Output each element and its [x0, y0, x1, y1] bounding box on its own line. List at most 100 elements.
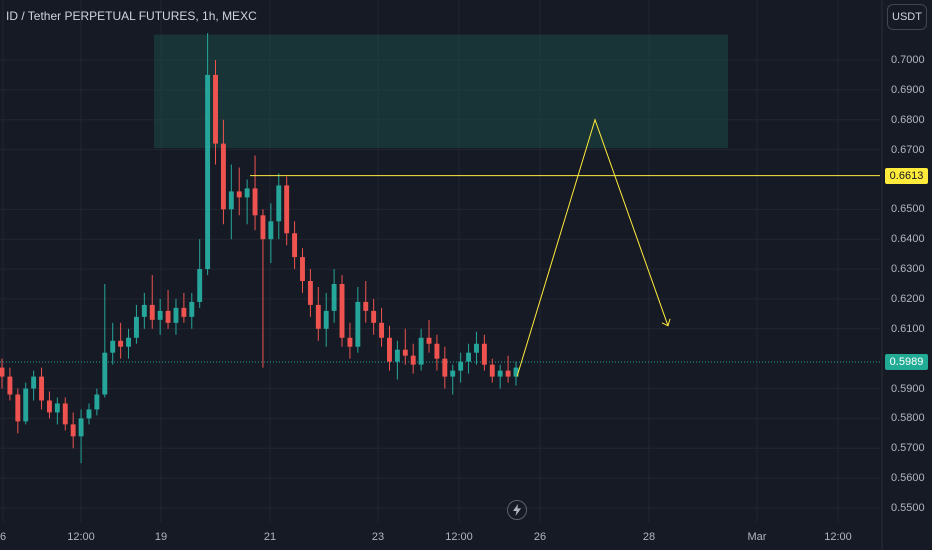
candle-body [228, 191, 234, 210]
candle-body [118, 340, 124, 347]
candle-body [497, 370, 503, 377]
candle-body [213, 74, 218, 144]
candle-body [379, 322, 385, 338]
candle-body [284, 185, 290, 234]
candle-body [331, 284, 337, 311]
candle-body [268, 221, 274, 240]
candle-body [260, 215, 266, 240]
candle-body [141, 304, 147, 317]
candle-body [307, 281, 313, 305]
candle-body [323, 310, 329, 329]
candle-body [418, 337, 424, 365]
candle-body [78, 418, 84, 437]
candle-body [276, 185, 282, 222]
time-tick-label: 19 [154, 531, 168, 543]
candle-body [236, 191, 242, 198]
candle-body [315, 304, 321, 329]
candle-body [189, 301, 195, 317]
currency-button[interactable]: USDT [887, 4, 927, 30]
price-tick-label: 0.5500 [891, 502, 925, 514]
candlestick-series [0, 33, 519, 464]
candle-body [126, 337, 131, 347]
candle-body [54, 403, 60, 413]
price-tick-label: 0.6200 [891, 292, 925, 305]
candle-body [173, 307, 179, 323]
price-tick-label: 0.6400 [891, 233, 925, 246]
candle-body [165, 310, 171, 323]
time-tick-label: 28 [642, 531, 656, 543]
candle-body [458, 361, 464, 371]
candle-body [410, 355, 416, 365]
candle-body [347, 337, 353, 347]
price-tick-label: 0.6500 [891, 203, 925, 216]
candle-body [489, 364, 495, 377]
time-tick-label: 23 [371, 531, 385, 543]
candle-body [394, 349, 400, 362]
price-tick-label: 0.5900 [891, 382, 925, 395]
candle-body [442, 358, 448, 377]
candle-body [62, 403, 68, 425]
price-tick-label: 0.6900 [891, 83, 925, 96]
lightning-icon[interactable] [507, 500, 527, 520]
candle-body [513, 367, 519, 377]
candle-body [426, 337, 432, 344]
time-tick-label: 26 [533, 531, 547, 543]
price-tick-label: 0.6100 [891, 322, 925, 335]
grid-lines [0, 0, 880, 522]
price-tick-label: 0.5800 [891, 412, 925, 425]
level-price-label: 0.6613 [885, 167, 928, 184]
candle-body [252, 188, 258, 216]
projection-path-line[interactable] [516, 118, 669, 377]
candle-body [157, 310, 163, 320]
candle-body [450, 370, 456, 377]
candle-body [31, 376, 37, 389]
candle-body [70, 424, 76, 437]
symbol-title: ID / Tether PERPETUAL FUTURES, 1h, MEXC [6, 9, 257, 23]
candle-body [0, 367, 5, 377]
candle-body [133, 316, 139, 338]
candle-body [110, 340, 116, 353]
candle-body [7, 376, 13, 395]
candle-body [149, 304, 155, 320]
candle-body [363, 301, 369, 311]
time-tick-label: 12:00 [67, 531, 95, 543]
candle-body [339, 284, 345, 338]
price-tick-label: 0.5700 [891, 442, 925, 455]
supply-zone-rectangle[interactable] [154, 34, 728, 149]
projection-arrowhead [661, 318, 671, 327]
price-tick-label: 0.7000 [891, 54, 925, 66]
time-tick-label: 12:00 [445, 531, 473, 543]
time-tick-label: 12:00 [824, 531, 852, 543]
candle-body [102, 352, 108, 395]
candle-body [15, 394, 21, 422]
price-tick-label: 0.6800 [891, 113, 925, 126]
last-price-label: 0.5989 [885, 353, 928, 370]
candle-body [39, 376, 44, 401]
candle-body [46, 400, 52, 413]
candle-body [181, 307, 187, 317]
time-tick-label: Mar [747, 531, 767, 543]
candle-body [434, 343, 440, 359]
candle-body [481, 343, 487, 365]
candle-body [197, 269, 203, 302]
candle-body [292, 233, 298, 258]
time-tick-label: 21 [263, 531, 277, 543]
candle-body [402, 349, 408, 356]
candle-body [300, 257, 305, 282]
candle-body [86, 409, 92, 419]
candle-body [94, 394, 100, 410]
price-tick-label: 0.5600 [891, 472, 925, 485]
candle-body [23, 388, 29, 422]
price-tick-label: 0.6700 [891, 143, 925, 156]
time-tick-label: 6 [0, 531, 7, 543]
candle-body [205, 74, 211, 270]
candle-body [387, 337, 392, 362]
candle-body [466, 352, 472, 362]
candle-body [355, 301, 361, 347]
candle-body [505, 370, 511, 377]
candle-body [220, 143, 226, 210]
candle-body [371, 310, 377, 323]
candle-body [474, 343, 479, 353]
candle-body [244, 188, 250, 198]
